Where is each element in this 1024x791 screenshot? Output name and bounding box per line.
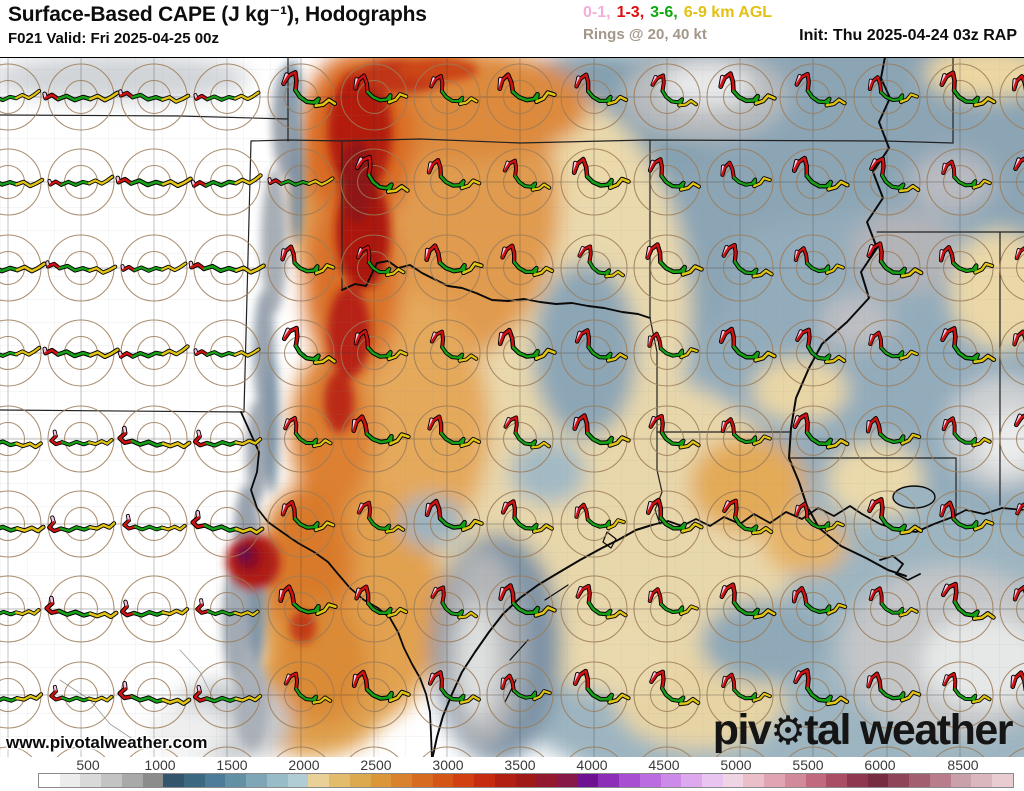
colorbar-labels: 500 1000 1500 2000 2500 3000 3500 4000 4500 5000 5… [0,757,1024,773]
colorbar-tick-label: 4000 [576,757,608,773]
legend-layer: 0-1, [583,4,611,21]
header: Surface-Based CAPE (J kg⁻¹), Hodographs … [0,0,1024,57]
colorbar-segment [474,774,495,787]
colorbar-segment [764,774,785,787]
init-time: Init: Thu 2025-04-24 03z RAP [799,27,1017,44]
colorbar-segment [246,774,267,787]
colorbar-tick-label: 4500 [648,757,680,773]
colorbar-segment [722,774,744,787]
colorbar-segment [702,774,723,787]
colorbar-segment [163,774,185,787]
colorbar-tick-label: 3500 [504,757,536,773]
colorbar-segment [101,774,122,787]
colorbar-segment [432,774,454,787]
colorbar-scale [38,773,1014,788]
colorbar-segment [515,774,537,787]
colorbar-tick-label: 5000 [720,757,752,773]
colorbar-segment [929,774,951,787]
colorbar-tick-label: 5500 [792,757,824,773]
legend-layer: 1-3, [616,4,645,21]
logo-text: tal [804,706,851,754]
logo-text: piv [712,706,772,754]
colorbar-segment [660,774,682,787]
colorbar-segment [349,774,371,787]
colorbar-tick-label: 1000 [144,757,176,773]
colorbar-segment [329,774,350,787]
pivotal-weather-logo: piv⚙tal weather [712,706,1014,755]
colorbar-segment [888,774,910,787]
colorbar-segment [743,774,765,787]
colorbar-segment [639,774,661,787]
colorbar-segment [80,774,102,787]
colorbar-segment [971,774,993,787]
colorbar-segment [536,774,557,787]
colorbar-tick-label: 500 [76,757,100,773]
colorbar-segment [287,774,309,787]
colorbar-segment [494,774,516,787]
colorbar-segment [950,774,972,787]
logo-text: weather [859,706,1014,754]
colorbar-segment [225,774,247,787]
colorbar-segment [59,774,81,787]
page-title: Surface-Based CAPE (J kg⁻¹), Hodographs [8,3,427,26]
gear-icon: ⚙ [770,709,805,753]
colorbar-segment [577,774,599,787]
colorbar-segment [784,774,806,787]
colorbar-segment [142,774,164,787]
colorbar-segment [598,774,620,787]
colorbar-segment [847,774,868,787]
colorbar-segment [805,774,827,787]
colorbar-segment [867,774,889,787]
legend-layer: 6-9 km AGL [683,4,773,21]
colorbar-segment [619,774,640,787]
colorbar-tick-label: 1500 [216,757,248,773]
colorbar-segment [184,774,205,787]
colorbar-tick-label: 8500 [947,757,979,773]
colorbar-segment [370,774,392,787]
colorbar-segment [681,774,702,787]
colorbar-segment [411,774,433,787]
colorbar-segment [556,774,578,787]
colorbar-segment [391,774,412,787]
hodograph-legend: 0-1, 1-3, 3-6, 6-9 km AGL Rings @ 20, 40 kt [583,4,778,43]
colorbar-segment [204,774,226,787]
legend-layer-labels: 0-1, 1-3, 3-6, 6-9 km AGL [583,4,778,22]
colorbar-segment [992,774,1013,787]
valid-time: F021 Valid: Fri 2025-04-25 00z [8,30,219,47]
colorbar-tick-label: 2000 [288,757,320,773]
colorbar-segment [121,774,143,787]
colorbar-segment [39,774,60,787]
colorbar-segment [826,774,848,787]
colorbar-segment [266,774,288,787]
watermark: www.pivotalweather.com [6,733,208,752]
legend-layer: 3-6, [650,4,678,21]
rings-note: Rings @ 20, 40 kt [583,26,707,43]
colorbar-segment [308,774,330,787]
colorbar-tick-label: 2500 [360,757,392,773]
colorbar-tick-label: 6000 [864,757,896,773]
colorbar-segment [453,774,475,787]
colorbar-segment [909,774,930,787]
colorbar-footer: 500 1000 1500 2000 2500 3000 3500 4000 4500 5000 5… [0,757,1024,791]
colorbar-tick-label: 3000 [432,757,464,773]
